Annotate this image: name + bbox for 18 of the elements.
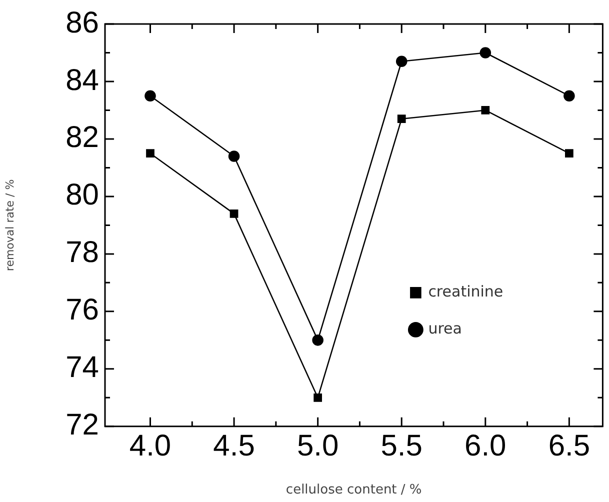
y-tick-label: 78 xyxy=(66,236,99,270)
y-tick-label: 74 xyxy=(66,351,99,384)
legend-label: creatinine xyxy=(428,282,504,301)
y-tick-label: 72 xyxy=(66,408,99,442)
y-tick-label: 82 xyxy=(66,121,99,154)
y-tick-label: 84 xyxy=(66,64,99,97)
legend-label: urea xyxy=(428,320,462,338)
y-tick-label: 76 xyxy=(66,294,99,327)
x-tick-label: 4.5 xyxy=(213,430,255,463)
x-tick-label: 6.5 xyxy=(548,430,590,463)
y-tick-label: 86 xyxy=(66,6,99,40)
x-tick-label: 5.5 xyxy=(380,430,422,463)
x-tick-label: 4.0 xyxy=(129,430,172,463)
x-tick-label: 6.0 xyxy=(464,430,506,463)
x-tick-label: 5.0 xyxy=(296,430,339,463)
y-tick-label: 80 xyxy=(66,178,99,212)
x-axis-title: cellulose content / % xyxy=(286,482,422,498)
y-axis-title: removal rate / % xyxy=(3,179,16,272)
